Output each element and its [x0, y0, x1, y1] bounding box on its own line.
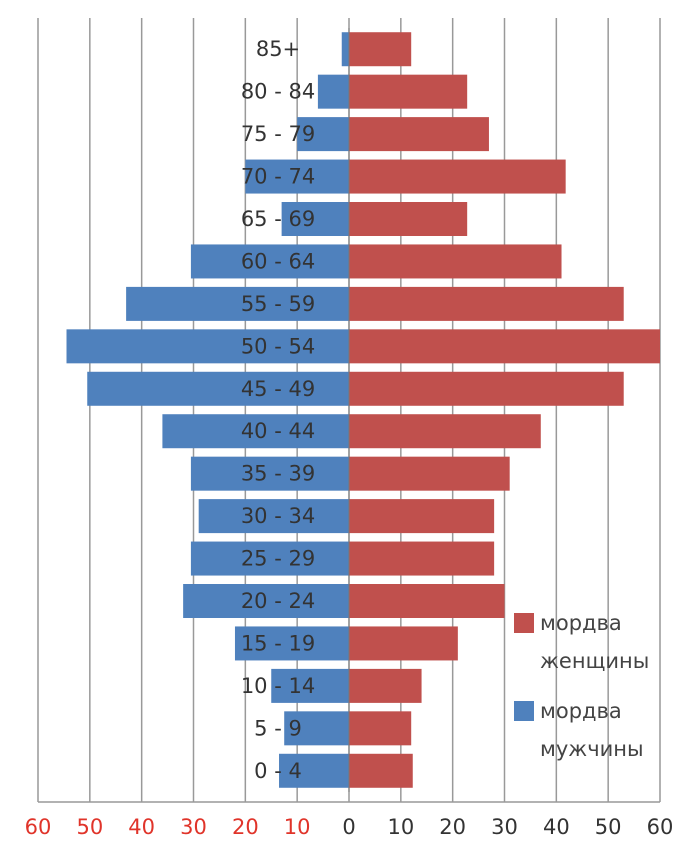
- y-tick-label: 30 - 34: [241, 504, 315, 528]
- y-tick-label: 15 - 19: [241, 631, 315, 655]
- x-tick-label: 60: [25, 815, 52, 839]
- bar: [281, 202, 349, 236]
- x-tick-label: 20: [439, 815, 466, 839]
- y-tick-label: 40 - 44: [241, 419, 315, 443]
- bar: [349, 711, 412, 746]
- bar: [349, 74, 468, 109]
- y-tick-label: 80 - 84: [241, 80, 315, 104]
- bar: [349, 286, 624, 321]
- bar: [349, 244, 562, 279]
- bar: [183, 584, 349, 618]
- bar: [190, 456, 349, 491]
- bar: [341, 32, 349, 67]
- y-tick-label: 0 - 4: [254, 759, 302, 783]
- bar: [126, 286, 349, 321]
- legend-swatch: [514, 613, 534, 633]
- x-tick-label: 60: [647, 815, 674, 839]
- y-tick-label: 70 - 74: [241, 165, 315, 189]
- bar: [349, 499, 495, 534]
- bar: [349, 414, 541, 449]
- bar: [349, 584, 505, 618]
- bar: [279, 753, 349, 788]
- y-tick-label: 55 - 59: [241, 292, 315, 316]
- bar: [349, 371, 624, 406]
- bar: [349, 202, 468, 236]
- x-tick-label: 10: [387, 815, 414, 839]
- bar: [245, 159, 349, 194]
- y-tick-label: 45 - 49: [241, 377, 315, 401]
- bar: [284, 711, 349, 746]
- bar: [234, 626, 349, 661]
- y-tick-label: 50 - 54: [241, 334, 315, 358]
- bar: [349, 541, 495, 576]
- bar: [349, 329, 660, 364]
- bar: [349, 626, 458, 661]
- y-tick-label: 60 - 64: [241, 249, 315, 273]
- y-tick-label: 10 - 14: [241, 674, 315, 698]
- y-tick-label: 35 - 39: [241, 462, 315, 486]
- y-tick-label: 20 - 24: [241, 589, 315, 613]
- bar: [190, 244, 349, 279]
- bar: [87, 371, 349, 406]
- bar: [349, 32, 412, 67]
- bar: [198, 499, 349, 534]
- bar: [317, 74, 349, 109]
- x-tick-label: 30: [180, 815, 207, 839]
- x-tick-label: 50: [76, 815, 103, 839]
- bar: [349, 668, 422, 703]
- y-tick-label: 65 - 69: [241, 207, 315, 231]
- x-tick-label: 10: [284, 815, 311, 839]
- legend-swatch: [514, 701, 534, 721]
- x-tick-label: 50: [595, 815, 622, 839]
- x-tick-label: 30: [491, 815, 518, 839]
- x-tick-label: 40: [128, 815, 155, 839]
- bar: [349, 117, 489, 152]
- y-tick-label: 25 - 29: [241, 547, 315, 571]
- bar: [297, 117, 349, 152]
- x-tick-label: 0: [342, 815, 355, 839]
- bar: [349, 456, 510, 491]
- bar: [349, 159, 566, 194]
- bar: [162, 414, 349, 449]
- y-tick-label: 75 - 79: [241, 122, 315, 146]
- x-tick-label: 20: [232, 815, 259, 839]
- bar: [190, 541, 349, 576]
- bar: [66, 329, 349, 364]
- y-tick-label: 5 - 9: [254, 716, 302, 740]
- bar: [349, 753, 413, 788]
- x-tick-label: 40: [543, 815, 570, 839]
- y-tick-label: 85+: [256, 37, 300, 61]
- bar: [271, 668, 349, 703]
- legend-label: мордва мужчины: [540, 699, 644, 761]
- legend-label: мордва женщины: [540, 611, 650, 673]
